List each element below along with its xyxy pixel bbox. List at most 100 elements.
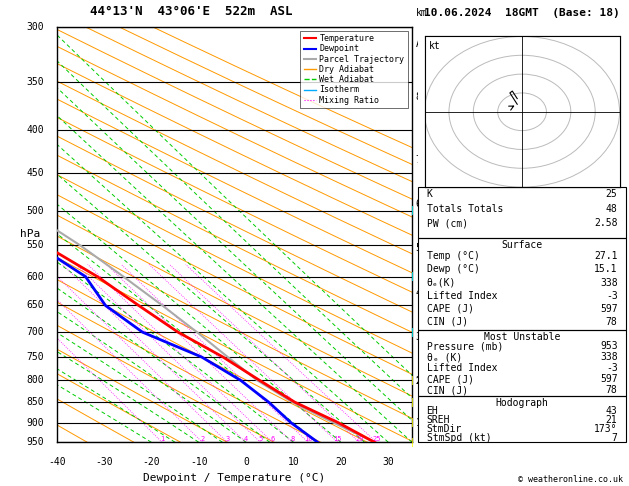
Text: 0: 0 (243, 457, 249, 467)
Text: Hodograph: Hodograph (496, 399, 548, 408)
Text: -40: -40 (48, 457, 65, 467)
Text: 1: 1 (416, 418, 421, 428)
Text: |: | (410, 207, 415, 215)
Text: K: K (426, 189, 433, 199)
Text: Most Unstable: Most Unstable (484, 332, 560, 342)
Text: 3: 3 (225, 436, 230, 442)
Text: 6: 6 (270, 436, 275, 442)
Text: 5: 5 (259, 436, 262, 442)
Text: Surface: Surface (501, 240, 543, 250)
Text: -3: -3 (606, 291, 618, 301)
Text: PW (cm): PW (cm) (426, 218, 468, 228)
Text: © weatheronline.co.uk: © weatheronline.co.uk (518, 474, 623, 484)
Text: 700: 700 (26, 327, 44, 337)
Text: 750: 750 (26, 352, 44, 362)
Text: 550: 550 (26, 240, 44, 250)
Text: 800: 800 (26, 375, 44, 385)
Text: 5: 5 (416, 243, 421, 253)
Text: SREH: SREH (426, 415, 450, 425)
Text: 10: 10 (287, 457, 299, 467)
Text: 8: 8 (416, 92, 421, 103)
Text: CIN (J): CIN (J) (426, 317, 468, 327)
Text: 500: 500 (26, 206, 44, 216)
Text: |: | (410, 418, 415, 427)
Text: 338: 338 (600, 278, 618, 288)
Text: 43: 43 (606, 405, 618, 416)
Text: |: | (410, 272, 415, 281)
Text: Lifted Index: Lifted Index (426, 291, 497, 301)
Text: Temp (°C): Temp (°C) (426, 251, 479, 261)
Text: 350: 350 (26, 77, 44, 87)
Text: 27.1: 27.1 (594, 251, 618, 261)
Text: 900: 900 (26, 418, 44, 428)
Text: Totals Totals: Totals Totals (426, 204, 503, 214)
Text: 650: 650 (26, 300, 44, 311)
Text: θₑ(K): θₑ(K) (426, 278, 456, 288)
Text: 21: 21 (606, 415, 618, 425)
Text: |: | (410, 328, 415, 337)
Text: ASL: ASL (416, 39, 433, 49)
Text: EH: EH (426, 405, 438, 416)
Text: θₑ (K): θₑ (K) (426, 352, 462, 362)
Text: 400: 400 (26, 125, 44, 136)
Text: 597: 597 (600, 374, 618, 384)
Text: 3: 3 (416, 332, 421, 342)
Text: km: km (416, 8, 427, 18)
Text: 4: 4 (243, 436, 248, 442)
Text: 25: 25 (606, 189, 618, 199)
Text: -30: -30 (95, 457, 113, 467)
Text: 30: 30 (382, 457, 394, 467)
Text: 2 LCL: 2 LCL (416, 377, 440, 386)
Text: 78: 78 (606, 317, 618, 327)
Text: 597: 597 (600, 304, 618, 314)
Text: 48: 48 (606, 204, 618, 214)
Bar (425, 36, 620, 187)
Text: 950: 950 (26, 437, 44, 447)
Text: 6: 6 (416, 199, 421, 208)
Text: 850: 850 (26, 397, 44, 407)
Text: |: | (410, 438, 415, 447)
Text: hPa: hPa (20, 229, 40, 240)
Text: 7: 7 (611, 433, 618, 443)
Text: 20: 20 (355, 436, 364, 442)
Text: Dewpoint / Temperature (°C): Dewpoint / Temperature (°C) (143, 473, 325, 484)
Text: Mixing Ratio (g/kg): Mixing Ratio (g/kg) (439, 179, 449, 290)
Text: 600: 600 (26, 272, 44, 281)
Text: 78: 78 (606, 385, 618, 395)
Text: StmSpd (kt): StmSpd (kt) (426, 433, 491, 443)
Legend: Temperature, Dewpoint, Parcel Trajectory, Dry Adiabat, Wet Adiabat, Isotherm, Mi: Temperature, Dewpoint, Parcel Trajectory… (300, 31, 408, 108)
Bar (418, 187, 626, 238)
Text: CIN (J): CIN (J) (426, 385, 468, 395)
Text: 173°: 173° (594, 424, 618, 434)
Bar (418, 330, 626, 397)
Text: 8: 8 (290, 436, 294, 442)
Text: 953: 953 (600, 341, 618, 351)
Text: 15.1: 15.1 (594, 264, 618, 275)
Text: Pressure (mb): Pressure (mb) (426, 341, 503, 351)
Text: 15: 15 (333, 436, 342, 442)
Bar (418, 238, 626, 330)
Text: 300: 300 (26, 22, 44, 32)
Text: 25: 25 (372, 436, 381, 442)
Text: -10: -10 (190, 457, 208, 467)
Text: kt: kt (428, 41, 440, 51)
Text: 2: 2 (416, 376, 421, 386)
Text: |: | (410, 376, 415, 385)
Text: StmDir: StmDir (426, 424, 462, 434)
Text: -3: -3 (606, 363, 618, 373)
Text: 7: 7 (416, 155, 421, 165)
Text: Lifted Index: Lifted Index (426, 363, 497, 373)
Text: CAPE (J): CAPE (J) (426, 304, 474, 314)
Text: -20: -20 (143, 457, 160, 467)
Text: 10: 10 (304, 436, 313, 442)
Bar (418, 397, 626, 442)
Text: 1: 1 (160, 436, 164, 442)
Text: 20: 20 (335, 457, 347, 467)
Text: 2: 2 (200, 436, 204, 442)
Text: 10.06.2024  18GMT  (Base: 18): 10.06.2024 18GMT (Base: 18) (424, 8, 620, 18)
Text: 44°13'N  43°06'E  522m  ASL: 44°13'N 43°06'E 522m ASL (91, 5, 293, 18)
Text: 4: 4 (416, 288, 421, 298)
Text: Dewp (°C): Dewp (°C) (426, 264, 479, 275)
Text: |: | (410, 398, 415, 407)
Text: 450: 450 (26, 168, 44, 178)
